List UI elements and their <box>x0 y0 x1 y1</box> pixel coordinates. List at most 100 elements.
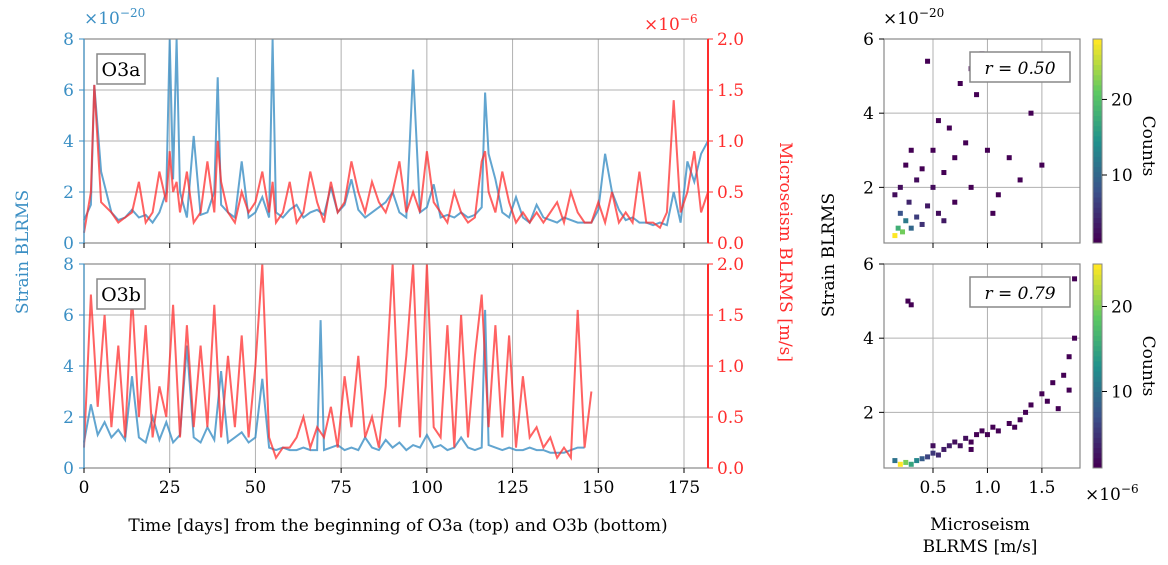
right-tick-label: 2.0 <box>717 255 744 275</box>
panel-label-text: O3b <box>101 284 141 306</box>
colorbar-segment <box>1093 335 1102 341</box>
colorbar-segment <box>1093 130 1102 137</box>
colorbar-segment <box>1093 100 1102 106</box>
x-tick-label: 1.5 <box>1028 478 1055 498</box>
colorbar-segment <box>1093 432 1102 438</box>
histogram-bin <box>1017 177 1023 183</box>
series-microseism-line <box>83 263 593 461</box>
colorbar-segment <box>1093 192 1102 198</box>
colorbar-segment <box>1093 381 1102 387</box>
colorbar-segment <box>1093 64 1102 71</box>
y-tick-label: 6 <box>863 255 874 275</box>
histogram-bin <box>941 446 947 452</box>
right-tick-label: 1.0 <box>717 132 744 152</box>
micro-exponent: ×10−6 <box>644 12 698 35</box>
scatter-xlabel-line2: BLRMS [m/s] <box>923 537 1038 557</box>
scatter-panel-o3b: 2 4 6 0.5 1.0 1.5 r = 0.79 10 20 <box>863 255 1132 498</box>
histogram-bin <box>1039 162 1045 168</box>
histogram-bin <box>1012 424 1018 430</box>
colorbar-segment <box>1093 330 1102 336</box>
histogram-bin <box>1044 398 1050 404</box>
colorbar-segment <box>1093 360 1102 367</box>
left-tick-label: 8 <box>63 30 74 50</box>
histogram-bin <box>1072 335 1078 341</box>
histogram-bin <box>968 439 974 445</box>
colorbar-segment <box>1093 304 1102 311</box>
right-tick-label: 1.5 <box>717 81 744 101</box>
left-tick-label: 0 <box>63 234 74 254</box>
colorbar: 10 20 <box>1092 263 1133 469</box>
time-panel-o3b: 0 2 4 6 8 0.0 0.5 1.0 1.5 2.0 0 25 50 75 100 125 150 175 O… <box>63 255 744 498</box>
colorbar-segment <box>1093 110 1102 116</box>
colorbar-segment <box>1093 376 1102 382</box>
colorbar-segment <box>1093 171 1102 178</box>
colorbar-segment <box>1093 462 1102 469</box>
colorbar-segment <box>1093 237 1102 244</box>
colorbar-segment <box>1093 166 1102 173</box>
colorbar-segment <box>1093 141 1102 147</box>
histogram-bin <box>952 439 958 445</box>
panel-label-box <box>96 278 146 310</box>
colorbar-segment <box>1093 212 1102 218</box>
scatter-panel-o3a: 2 4 6 r = 0.50 10 20 <box>863 30 1133 248</box>
panel-label-o3b: O3b <box>96 278 146 310</box>
histogram-bin <box>941 170 947 176</box>
histogram-bin <box>925 454 931 460</box>
right-tick-label: 2.0 <box>717 30 744 50</box>
x-tick-label: 0 <box>79 478 90 498</box>
colorbar-segment <box>1093 371 1102 377</box>
colorbar-segment <box>1093 340 1102 347</box>
histogram-bin <box>935 118 941 124</box>
correlation-annotation: r = 0.79 <box>969 276 1071 308</box>
histogram-bin <box>1028 110 1034 116</box>
colorbar-segment <box>1093 422 1102 428</box>
histogram-bin <box>925 203 931 209</box>
annotation-text: r = 0.50 <box>984 59 1055 79</box>
colorbar-tick-label: 10 <box>1111 383 1133 403</box>
right-tick-label: 0.5 <box>717 408 744 428</box>
panel-label-o3a: O3a <box>96 53 146 85</box>
x-tick-label: 175 <box>668 478 700 498</box>
histogram-bin <box>1006 420 1012 426</box>
colorbar-segment <box>1093 294 1102 301</box>
histogram-bin <box>957 443 963 449</box>
histogram-bin <box>903 459 909 465</box>
histogram-bin <box>1017 417 1023 423</box>
colorbar-segment <box>1093 406 1102 413</box>
histogram-bin <box>906 199 912 205</box>
colorbar-segment <box>1093 437 1102 443</box>
histogram-bin <box>957 81 963 87</box>
correlation-annotation: r = 0.50 <box>969 51 1071 83</box>
colorbar-segment <box>1093 84 1102 91</box>
colorbar-frame <box>1092 263 1103 469</box>
series-strain-line <box>83 309 585 454</box>
scatter-x-exponent: ×10−6 <box>1085 482 1139 505</box>
annotation-box <box>969 276 1071 308</box>
x-tick-label: 50 <box>245 478 267 498</box>
colorbar-segment <box>1093 411 1102 418</box>
right-ylabel: Microseism BLRMS [m/s] <box>775 142 795 362</box>
colorbar-segment <box>1093 452 1102 459</box>
histogram-bin <box>984 147 990 153</box>
histogram-bin <box>925 58 931 64</box>
colorbar-segment <box>1093 232 1102 239</box>
colorbar-segment <box>1093 279 1102 285</box>
colorbar-segment <box>1093 417 1102 423</box>
histogram-bin <box>903 218 909 224</box>
histogram-bin <box>905 298 911 304</box>
colorbar-segment <box>1093 79 1102 86</box>
right-tick-label: 0.5 <box>717 183 744 203</box>
y-tick-label: 6 <box>863 30 874 50</box>
histogram-bin <box>1066 354 1072 360</box>
histogram-bin <box>968 184 974 190</box>
histogram-bin <box>919 166 925 172</box>
left-tick-label: 4 <box>63 357 74 377</box>
colorbar-segment <box>1093 115 1102 122</box>
histogram-bin <box>979 428 985 434</box>
y-tick-label: 2 <box>863 178 874 198</box>
colorbar-segment <box>1093 274 1102 280</box>
colorbar-segment <box>1093 269 1102 275</box>
y-tick-label: 2 <box>863 403 874 423</box>
x-tick-label: 1.0 <box>974 478 1001 498</box>
